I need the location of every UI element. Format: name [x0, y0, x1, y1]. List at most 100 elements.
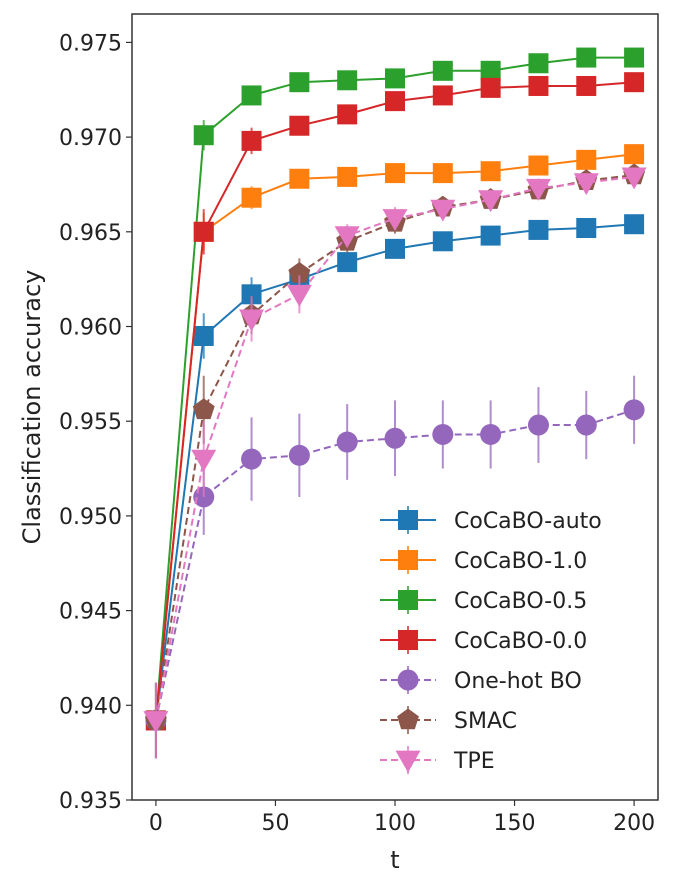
data-point: [288, 262, 311, 283]
data-point: [480, 225, 501, 246]
x-tick-label: 50: [261, 811, 289, 836]
data-point: [385, 163, 405, 184]
series-tpe: [143, 167, 647, 759]
data-point: [430, 199, 456, 222]
legend-entry: CoCaBO-auto: [380, 506, 602, 534]
data-point: [480, 161, 501, 182]
data-point: [337, 166, 358, 187]
data-point: [575, 414, 597, 436]
data-point: [527, 414, 549, 436]
x-axis: 0 50 100 150 200: [149, 800, 655, 836]
data-point: [337, 70, 358, 91]
data-point: [432, 163, 453, 184]
y-tick-label: 0.965: [59, 221, 122, 246]
data-point: [576, 47, 597, 68]
legend-entry: CoCaBO-0.0: [380, 626, 587, 654]
legend-label: SMAC: [454, 709, 517, 734]
data-point: [239, 309, 265, 332]
data-point: [241, 284, 262, 305]
legend-marker: [397, 669, 419, 691]
smac-line: [154, 174, 635, 721]
data-point: [385, 238, 405, 259]
data-point: [241, 448, 263, 470]
data-point: [334, 226, 360, 249]
data-point: [289, 115, 310, 136]
legend-marker: [398, 630, 418, 650]
legend-label: CoCaBO-1.0: [454, 549, 587, 574]
data-point: [337, 104, 358, 125]
data-point: [192, 398, 215, 420]
data-point: [624, 214, 645, 235]
y-tick-label: 0.935: [59, 789, 122, 814]
data-point: [576, 218, 597, 239]
y-tick-label: 0.950: [59, 505, 122, 530]
data-point: [480, 423, 502, 445]
y-tick-label: 0.975: [59, 31, 122, 56]
data-point: [432, 231, 453, 252]
legend-entry: CoCaBO-0.5: [380, 586, 587, 614]
data-point: [528, 219, 549, 240]
legend-entry: SMAC: [380, 706, 517, 734]
legend-label: TPE: [453, 749, 495, 774]
series-one-hot-bo: [145, 375, 645, 759]
legend-label: CoCaBO-0.0: [454, 629, 587, 654]
data-point: [621, 167, 647, 190]
data-point: [241, 130, 262, 151]
data-point: [528, 75, 549, 96]
legend-marker: [395, 750, 421, 773]
data-point: [385, 68, 405, 89]
data-point: [336, 431, 358, 453]
data-point: [432, 60, 453, 81]
data-point: [241, 187, 262, 208]
x-tick-label: 200: [613, 811, 655, 836]
y-tick-label: 0.940: [59, 694, 122, 719]
legend: CoCaBO-auto CoCaBO-1.0 CoCaBO-0.5 CoCaBO-0.…: [380, 506, 602, 774]
legend-label: CoCaBO-auto: [454, 509, 602, 534]
data-point: [289, 72, 310, 93]
x-axis-label: t: [390, 846, 399, 874]
legend-marker: [398, 550, 418, 570]
legend-label: One-hot BO: [454, 669, 582, 694]
data-point: [432, 423, 454, 445]
data-point: [573, 173, 599, 196]
data-point: [624, 47, 645, 68]
data-point: [478, 190, 504, 213]
y-axis-label: Classification accuracy: [18, 270, 46, 545]
data-point: [193, 125, 214, 146]
y-tick-label: 0.955: [59, 410, 122, 435]
x-tick-label: 0: [149, 811, 163, 836]
legend-entry: CoCaBO-1.0: [380, 546, 587, 574]
data-point: [528, 155, 549, 176]
legend-label: CoCaBO-0.5: [454, 589, 587, 614]
data-point: [384, 427, 406, 449]
data-point: [193, 221, 214, 242]
tpe-points: [143, 167, 647, 733]
data-point: [624, 144, 645, 165]
data-point: [576, 75, 597, 96]
legend-entry: TPE: [380, 746, 495, 774]
data-point: [385, 91, 405, 112]
y-tick-label: 0.960: [59, 316, 122, 341]
y-axis: 0.935 0.940 0.945 0.950 0.955 0.960 0.965 0.970…: [59, 31, 132, 814]
y-tick-label: 0.945: [59, 600, 122, 625]
data-point: [286, 284, 312, 307]
data-point: [432, 85, 453, 106]
legend-marker: [398, 590, 418, 610]
data-point: [480, 77, 501, 98]
data-point: [241, 85, 262, 106]
data-point: [528, 53, 549, 74]
data-point: [382, 209, 408, 232]
data-point: [623, 399, 645, 421]
data-point: [337, 252, 358, 273]
legend-entry: One-hot BO: [380, 666, 582, 694]
series-cocabo-0-0: [145, 72, 645, 731]
data-point: [576, 149, 597, 170]
data-point: [193, 325, 214, 346]
data-point: [288, 444, 310, 466]
series-group: [143, 47, 647, 759]
data-point: [480, 60, 501, 81]
data-point: [525, 178, 551, 201]
x-tick-label: 150: [494, 811, 536, 836]
x-tick-label: 100: [374, 811, 416, 836]
